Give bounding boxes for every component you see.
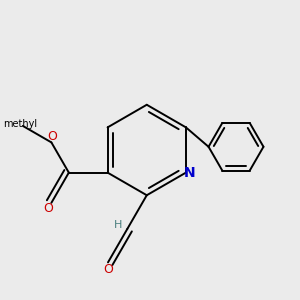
Text: O: O <box>103 263 113 276</box>
Text: O: O <box>47 130 57 143</box>
Text: methyl: methyl <box>3 119 37 129</box>
Text: N: N <box>184 166 196 180</box>
Text: H: H <box>114 220 122 230</box>
Text: O: O <box>43 202 53 215</box>
